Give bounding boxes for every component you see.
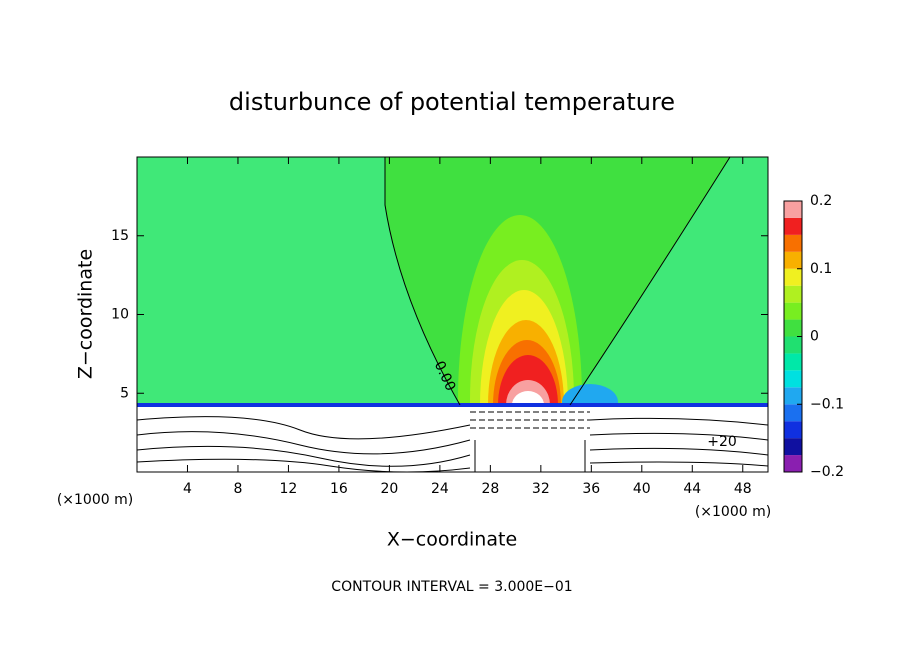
- colorbar-tick-label: 0.1: [810, 261, 832, 277]
- x-tick-label: 8: [233, 481, 242, 497]
- contour-lines: [137, 157, 768, 472]
- x-tick-label: 40: [633, 481, 651, 497]
- colorbar-tick-label: −0.1: [810, 396, 844, 412]
- colorbar-segment: [784, 234, 802, 252]
- x-unit: (×1000 m): [695, 504, 771, 520]
- colorbar-segment: [784, 421, 802, 439]
- field-region: [137, 403, 768, 408]
- colorbar-segment: [784, 268, 802, 286]
- chart-title: disturbunce of potential temperature: [229, 88, 675, 116]
- colorbar-segment: [784, 251, 802, 269]
- colorbar-tick-label: −0.2: [810, 464, 844, 480]
- x-tick-label: 48: [734, 481, 752, 497]
- colorbar-segment: [784, 455, 802, 472]
- colorbar-segment: [784, 370, 802, 388]
- footer-note: CONTOUR INTERVAL = 3.000E−01: [331, 579, 572, 595]
- y-tick-label: 10: [111, 307, 129, 323]
- colorbar-segment: [784, 404, 802, 422]
- x-tick-label: 24: [431, 481, 449, 497]
- x-axis-label: X−coordinate: [387, 529, 517, 551]
- x-tick-label: 4: [183, 481, 192, 497]
- colorbar-segment: [784, 201, 802, 218]
- x-tick-label: 44: [683, 481, 701, 497]
- y-tick-label: 15: [111, 228, 129, 244]
- x-tick-label: 36: [582, 481, 600, 497]
- colorbar-segment: [784, 319, 802, 337]
- field: [137, 157, 768, 472]
- x-tick-label: 20: [380, 481, 398, 497]
- colorbar-segment: [784, 302, 802, 320]
- colorbar-segment: [784, 217, 802, 235]
- y-axis-label: Z−coordinate: [75, 249, 97, 379]
- x-tick-label: 16: [330, 481, 348, 497]
- x-tick-label: 32: [532, 481, 550, 497]
- x-unit: (×1000 m): [57, 492, 133, 508]
- x-tick-label: 12: [280, 481, 298, 497]
- colorbar-tick-label: 0: [810, 329, 819, 345]
- contour-label: +20: [707, 434, 737, 450]
- colorbar-segment: [784, 438, 802, 456]
- x-tick-label: 28: [481, 481, 499, 497]
- y-tick-label: 5: [120, 385, 129, 401]
- colorbar-segment: [784, 387, 802, 405]
- colorbar-segment: [784, 353, 802, 371]
- colorbar-segment: [784, 336, 802, 354]
- colorbar-segment: [784, 285, 802, 303]
- colorbar-tick-label: 0.2: [810, 193, 832, 209]
